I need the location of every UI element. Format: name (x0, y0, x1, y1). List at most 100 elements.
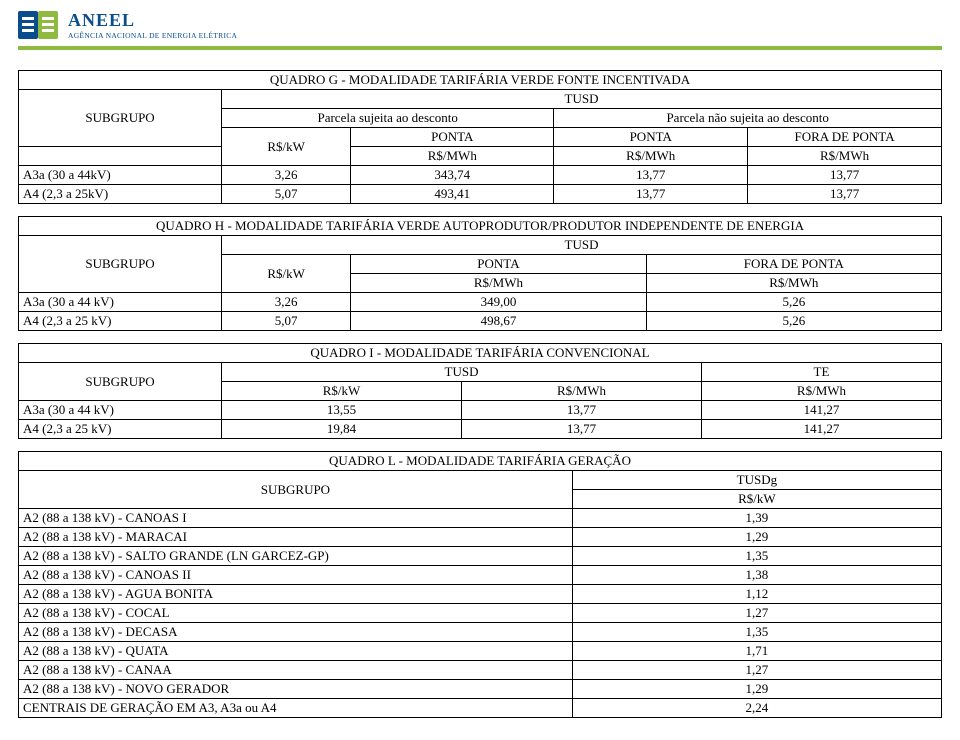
table-row: CENTRAIS DE GERAÇÃO EM A3, A3a ou A42,24 (19, 699, 942, 718)
table-row: A2 (88 a 138 kV) - CANAA1,27 (19, 661, 942, 680)
cell: 141,27 (701, 420, 941, 439)
table-g-blank (19, 147, 222, 166)
table-h-fora: FORA DE PONTA (646, 255, 941, 274)
table-g-parcela-sem: Parcela não sujeita ao desconto (554, 109, 942, 128)
table-h-title: QUADRO H - MODALIDADE TARIFÁRIA VERDE AU… (19, 217, 942, 236)
table-g-rsmwh3: R$/MWh (748, 147, 942, 166)
table-g-ponta2: PONTA (554, 128, 748, 147)
table-l-title: QUADRO L - MODALIDADE TARIFÁRIA GERAÇÃO (19, 452, 942, 471)
cell: A4 (2,3 a 25 kV) (19, 420, 222, 439)
cell: A2 (88 a 138 kV) - MARACAI (19, 528, 573, 547)
table-i-subgrupo: SUBGRUPO (19, 363, 222, 401)
cell: A4 (2,3 a 25 kV) (19, 312, 222, 331)
table-h-tusd: TUSD (222, 236, 942, 255)
cell: 13,77 (748, 166, 942, 185)
table-row: A2 (88 a 138 kV) - NOVO GERADOR1,29 (19, 680, 942, 699)
table-g-title: QUADRO G - MODALIDADE TARIFÁRIA VERDE FO… (19, 71, 942, 90)
table-row: A4 (2,3 a 25 kV) 19,84 13,77 141,27 (19, 420, 942, 439)
cell: A2 (88 a 138 kV) - AGUA BONITA (19, 585, 573, 604)
cell: 13,77 (748, 185, 942, 204)
cell: A3a (30 a 44kV) (19, 166, 222, 185)
cell: 13,55 (222, 401, 462, 420)
cell: 5,26 (646, 293, 941, 312)
table-h-subgrupo: SUBGRUPO (19, 236, 222, 293)
cell: 498,67 (351, 312, 646, 331)
cell: A4 (2,3 a 25kV) (19, 185, 222, 204)
table-l-rskw: R$/kW (572, 490, 941, 509)
cell: 1,29 (572, 680, 941, 699)
cell: 493,41 (351, 185, 554, 204)
cell: CENTRAIS DE GERAÇÃO EM A3, A3a ou A4 (19, 699, 573, 718)
table-h-rskw: R$/kW (222, 255, 351, 293)
table-row: A4 (2,3 a 25 kV) 5,07 498,67 5,26 (19, 312, 942, 331)
cell: A3a (30 a 44 kV) (19, 293, 222, 312)
table-g-rskw: R$/kW (222, 128, 351, 166)
table-row: A2 (88 a 138 kV) - SALTO GRANDE (LN GARC… (19, 547, 942, 566)
cell: A2 (88 a 138 kV) - CANAA (19, 661, 573, 680)
cell: 2,24 (572, 699, 941, 718)
table-row: A2 (88 a 138 kV) - DECASA1,35 (19, 623, 942, 642)
cell: 5,26 (646, 312, 941, 331)
cell: A2 (88 a 138 kV) - CANOAS II (19, 566, 573, 585)
cell: 1,38 (572, 566, 941, 585)
logo-mark (18, 11, 58, 39)
table-i-rskw: R$/kW (222, 382, 462, 401)
table-h-rsmwh1: R$/MWh (351, 274, 646, 293)
cell: 13,77 (462, 401, 702, 420)
table-g-tusd: TUSD (222, 90, 942, 109)
cell: A2 (88 a 138 kV) - QUATA (19, 642, 573, 661)
table-row: A3a (30 a 44kV) 3,26 343,74 13,77 13,77 (19, 166, 942, 185)
cell: A3a (30 a 44 kV) (19, 401, 222, 420)
cell: 1,27 (572, 661, 941, 680)
cell: 5,07 (222, 312, 351, 331)
logo-underline (18, 46, 942, 50)
cell: 13,77 (462, 420, 702, 439)
logo-e-blue (18, 11, 38, 39)
cell: 1,29 (572, 528, 941, 547)
table-i-tusd: TUSD (222, 363, 702, 382)
cell: 1,35 (572, 547, 941, 566)
cell: A2 (88 a 138 kV) - CANOAS I (19, 509, 573, 528)
cell: 343,74 (351, 166, 554, 185)
table-g-rsmwh1: R$/MWh (351, 147, 554, 166)
table-h: QUADRO H - MODALIDADE TARIFÁRIA VERDE AU… (18, 216, 942, 331)
table-l-tusdg: TUSDg (572, 471, 941, 490)
cell: 5,07 (222, 185, 351, 204)
cell: 1,39 (572, 509, 941, 528)
table-i: QUADRO I - MODALIDADE TARIFÁRIA CONVENCI… (18, 343, 942, 439)
table-g-rsmwh2: R$/MWh (554, 147, 748, 166)
table-i-rsmwh2: R$/MWh (701, 382, 941, 401)
table-l: QUADRO L - MODALIDADE TARIFÁRIA GERAÇÃO … (18, 451, 942, 718)
table-l-subgrupo: SUBGRUPO (19, 471, 573, 509)
table-row: A2 (88 a 138 kV) - CANOAS I1,39 (19, 509, 942, 528)
logo-name: ANEEL (68, 10, 237, 31)
table-i-te: TE (701, 363, 941, 382)
table-row: A2 (88 a 138 kV) - CANOAS II1,38 (19, 566, 942, 585)
table-g-fora: FORA DE PONTA (748, 128, 942, 147)
table-row: A2 (88 a 138 kV) - COCAL1,27 (19, 604, 942, 623)
table-g-parcela-com: Parcela sujeita ao desconto (222, 109, 554, 128)
table-h-ponta: PONTA (351, 255, 646, 274)
cell: 19,84 (222, 420, 462, 439)
table-row: A2 (88 a 138 kV) - QUATA1,71 (19, 642, 942, 661)
cell: 13,77 (554, 185, 748, 204)
table-i-title: QUADRO I - MODALIDADE TARIFÁRIA CONVENCI… (19, 344, 942, 363)
table-row: A3a (30 a 44 kV) 13,55 13,77 141,27 (19, 401, 942, 420)
cell: 1,35 (572, 623, 941, 642)
cell: 3,26 (222, 293, 351, 312)
logo-text: ANEEL AGÊNCIA NACIONAL DE ENERGIA ELÉTRI… (68, 10, 237, 40)
table-i-rsmwh1: R$/MWh (462, 382, 702, 401)
table-row: A2 (88 a 138 kV) - AGUA BONITA1,12 (19, 585, 942, 604)
table-g-subgrupo-header: SUBGRUPO (19, 90, 222, 147)
cell: A2 (88 a 138 kV) - DECASA (19, 623, 573, 642)
logo-subtitle: AGÊNCIA NACIONAL DE ENERGIA ELÉTRICA (68, 31, 237, 40)
table-row: A4 (2,3 a 25kV) 5,07 493,41 13,77 13,77 (19, 185, 942, 204)
cell: 1,27 (572, 604, 941, 623)
cell: 13,77 (554, 166, 748, 185)
cell: 141,27 (701, 401, 941, 420)
cell: 1,71 (572, 642, 941, 661)
table-h-rsmwh2: R$/MWh (646, 274, 941, 293)
cell: A2 (88 a 138 kV) - COCAL (19, 604, 573, 623)
cell: 3,26 (222, 166, 351, 185)
cell: A2 (88 a 138 kV) - NOVO GERADOR (19, 680, 573, 699)
